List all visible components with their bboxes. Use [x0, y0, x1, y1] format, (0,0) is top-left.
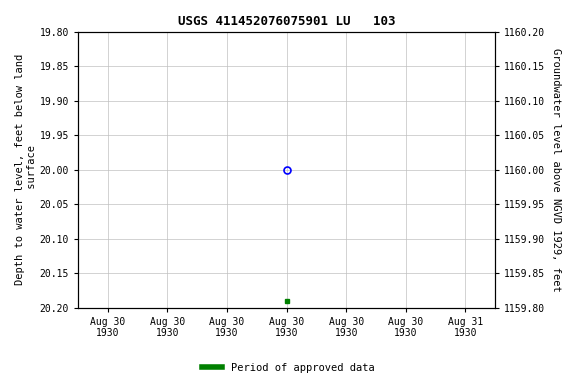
- Y-axis label: Depth to water level, feet below land
 surface: Depth to water level, feet below land su…: [15, 54, 37, 285]
- Legend: Period of approved data: Period of approved data: [198, 359, 378, 377]
- Title: USGS 411452076075901 LU   103: USGS 411452076075901 LU 103: [178, 15, 395, 28]
- Y-axis label: Groundwater level above NGVD 1929, feet: Groundwater level above NGVD 1929, feet: [551, 48, 561, 292]
